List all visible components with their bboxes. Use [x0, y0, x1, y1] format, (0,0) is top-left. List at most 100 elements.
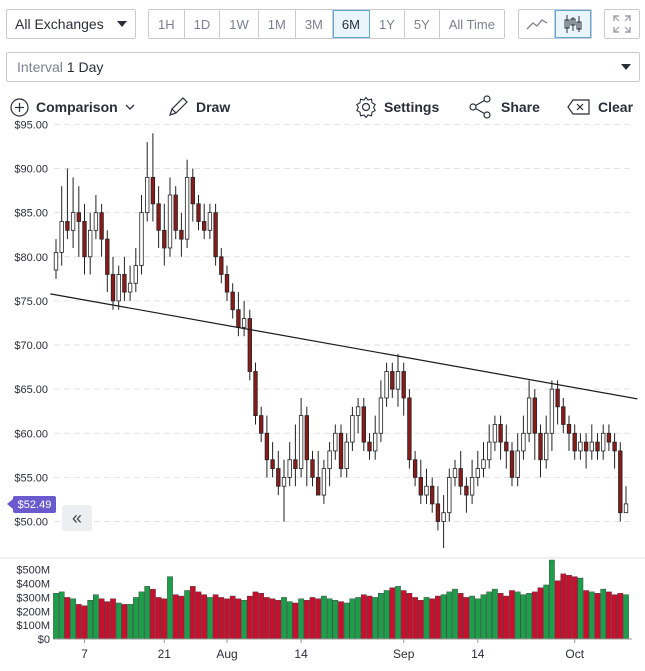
volume-bar [321, 595, 327, 640]
x-tick-label: Sep [393, 647, 415, 661]
candle-down [202, 221, 207, 231]
volume-bar [104, 601, 111, 640]
price-chart[interactable]: $95.00 $90.00 $85.00 $80.00 $75.00 $70.00 $65.… [0, 120, 645, 671]
volume-bar [132, 597, 139, 640]
candle-up [589, 441, 594, 452]
candle-down [247, 318, 252, 372]
candle-up [481, 459, 486, 469]
scroll-back-button[interactable]: « [62, 505, 92, 531]
volume-bar [218, 597, 225, 640]
range-button-1y[interactable]: 1Y [369, 10, 405, 38]
candle-up [452, 468, 458, 478]
range-button-1m[interactable]: 1M [258, 10, 296, 38]
volume-bar [207, 597, 213, 640]
clear-icon [567, 99, 590, 115]
x-axis: 7 21 Aug 14 Sep 14 Oct [81, 639, 585, 661]
volume-bar [178, 595, 185, 640]
candle-down [618, 450, 623, 514]
trendline[interactable] [50, 293, 638, 400]
chart-type-group [518, 9, 592, 39]
range-button-5y[interactable]: 5Y [404, 10, 440, 38]
volume-bar [212, 594, 219, 640]
volume-bar [286, 601, 293, 640]
volume-tick-label: $0 [38, 634, 50, 646]
line-chart-button[interactable] [519, 10, 555, 38]
volume-tick-label: $200M [16, 606, 50, 618]
price-tick-label: $70.00 [14, 340, 48, 352]
volume-bar [537, 587, 544, 640]
volume-bar [383, 590, 390, 640]
volume-bar [623, 594, 629, 640]
volume-bar [526, 593, 532, 640]
candle-up [526, 397, 532, 434]
volume-bar [400, 590, 407, 640]
candle-down [532, 397, 537, 434]
interval-select[interactable]: Interval 1 Day [6, 52, 640, 82]
candle-up [53, 251, 59, 271]
candle-down [99, 212, 104, 240]
settings-button[interactable]: Settings [355, 94, 439, 120]
x-tick-label: 21 [158, 647, 172, 661]
candle-up [378, 397, 384, 434]
exchange-select[interactable]: All Exchanges [6, 9, 136, 39]
volume-bar [406, 593, 413, 640]
volume-bar [452, 588, 458, 640]
double-chevron-left-icon: « [71, 507, 82, 528]
volume-bar [53, 593, 59, 640]
candle-up [116, 274, 121, 302]
range-button-6m[interactable]: 6M [332, 10, 370, 38]
candle-down [538, 432, 543, 461]
volume-bar [583, 590, 589, 640]
candle-up [184, 176, 190, 240]
volume-bar [110, 598, 116, 640]
clear-button[interactable]: Clear [567, 94, 633, 120]
volume-bar [121, 604, 128, 640]
volume-tick-label: $500M [16, 565, 50, 577]
candle-up [350, 415, 355, 443]
range-button-1h[interactable]: 1H [149, 10, 185, 38]
range-button-3m[interactable]: 3M [295, 10, 333, 38]
candle-down [230, 291, 235, 311]
share-button[interactable]: Share [468, 94, 540, 120]
candle-down [504, 441, 509, 452]
price-axis: $95.00 $90.00 $85.00 $80.00 $75.00 $70.00 $65.… [14, 120, 48, 529]
x-tick-label: 14 [471, 647, 485, 661]
candle-up [93, 212, 99, 231]
volume-bar [338, 601, 344, 640]
range-button-1d[interactable]: 1D [184, 10, 221, 38]
price-tick-label: $90.00 [14, 164, 48, 176]
range-button-all-time[interactable]: All Time [439, 10, 504, 38]
comparison-button[interactable]: Comparison [10, 94, 135, 120]
candle-up [207, 212, 213, 231]
fullscreen-button[interactable] [604, 9, 640, 39]
volume-bar [93, 594, 99, 640]
candle-down [264, 432, 270, 461]
candle-down [224, 274, 230, 293]
volume-tick-label: $300M [16, 592, 50, 604]
candle-up [298, 415, 304, 469]
volume-bar [98, 598, 105, 640]
volume-bar [549, 559, 555, 640]
volume-bar [189, 586, 196, 640]
candlestick-chart-button[interactable] [555, 10, 591, 38]
volume-bar [446, 591, 453, 640]
range-button-1w[interactable]: 1W [220, 10, 259, 38]
volume-bar [560, 573, 567, 640]
candle-down [435, 503, 441, 522]
candle-down [407, 397, 412, 461]
candle-down [367, 441, 372, 452]
plus-circle-icon [10, 97, 29, 117]
draw-button[interactable]: Draw [167, 94, 230, 120]
volume-bar [389, 587, 396, 640]
volume-bar [617, 593, 624, 640]
volume-bar [75, 604, 82, 640]
volume-bar [332, 599, 339, 640]
volume-bar [360, 594, 367, 640]
chevron-down-icon [125, 104, 135, 110]
volume-bar [229, 595, 236, 640]
candle-up [384, 371, 389, 399]
volume-bar [429, 598, 436, 640]
volume-bar [588, 591, 595, 640]
line-chart-icon [526, 19, 547, 30]
volume-bar [184, 590, 190, 640]
